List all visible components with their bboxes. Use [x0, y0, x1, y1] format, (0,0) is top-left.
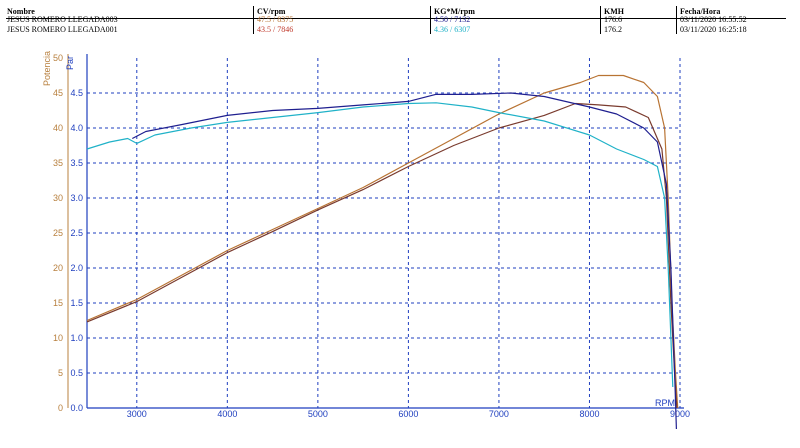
- torque-curve-llegada003: [132, 92, 677, 430]
- power-tick-label: 50: [53, 53, 63, 63]
- axis-labels: Potencia Par RPM: [42, 51, 675, 408]
- run-2-name: JESUS ROMERO LLEGADA001: [7, 25, 118, 34]
- x-tick-label: 9000: [670, 409, 690, 419]
- torque-tick-label: 0.5: [70, 368, 83, 378]
- tick-labels: 3000 4000 5000 6000 7000 8000 9000 0 5 10 15 20 25 30…: [53, 53, 690, 419]
- column-divider: [600, 6, 601, 34]
- run-2-kmh: 176.2: [604, 25, 622, 34]
- run-1-cv: 47.5 / 8375: [257, 15, 294, 24]
- x-tick-label: 8000: [579, 409, 599, 419]
- torque-tick-label: 3.0: [70, 193, 83, 203]
- power-tick-label: 40: [53, 123, 63, 133]
- run-2-cv: 43.5 / 7846: [257, 25, 294, 34]
- power-tick-label: 30: [53, 193, 63, 203]
- power-axis-label: Potencia: [42, 51, 52, 86]
- run-1-kgm: 4.50 / 7132: [434, 15, 471, 24]
- torque-tick-label: 1.0: [70, 333, 83, 343]
- col-cv-header: CV/rpm: [257, 7, 286, 16]
- x-tick-label: 5000: [308, 409, 328, 419]
- column-divider: [430, 6, 431, 34]
- torque-tick-label: 0.0: [70, 403, 83, 413]
- power-curve-llegada003: [86, 74, 679, 409]
- power-tick-label: 45: [53, 88, 63, 98]
- torque-tick-label: 2.0: [70, 263, 83, 273]
- run-1-name: JESUS ROMERO LLEGADA003: [7, 15, 118, 24]
- power-curve-llegada001: [86, 102, 678, 409]
- torque-tick-label: 1.5: [70, 298, 83, 308]
- power-tick-label: 20: [53, 263, 63, 273]
- axes: [67, 54, 684, 409]
- run-summary-table: Nombre CV/rpm KG*M/rpm KMH Fecha/Hora JE…: [0, 0, 800, 40]
- col-name-header: Nombre: [7, 7, 35, 16]
- x-tick-label: 7000: [489, 409, 509, 419]
- run-2-kgm: 4.36 / 6307: [434, 25, 471, 34]
- power-tick-label: 35: [53, 158, 63, 168]
- run-1-kmh: 176.6: [604, 15, 622, 24]
- header-divider: [6, 18, 786, 19]
- power-tick-label: 0: [58, 403, 63, 413]
- power-tick-label: 25: [53, 228, 63, 238]
- grid: [87, 58, 681, 408]
- x-axis-label: RPM: [655, 398, 675, 408]
- power-tick-label: 15: [53, 298, 63, 308]
- power-tick-label: 5: [58, 368, 63, 378]
- curves: [86, 74, 679, 430]
- torque-tick-label: 3.5: [70, 158, 83, 168]
- x-tick-label: 3000: [127, 409, 147, 419]
- column-divider: [253, 6, 254, 34]
- torque-axis-label: Par: [65, 56, 75, 70]
- torque-curve-llegada001: [86, 102, 674, 388]
- x-tick-label: 4000: [217, 409, 237, 419]
- power-tick-label: 10: [53, 333, 63, 343]
- torque-tick-label: 2.5: [70, 228, 83, 238]
- torque-tick-label: 4.5: [70, 88, 83, 98]
- col-kgm-header: KG*M/rpm: [434, 7, 475, 16]
- col-kmh-header: KMH: [604, 7, 624, 16]
- col-fecha-header: Fecha/Hora: [680, 7, 721, 16]
- run-1-fecha: 03/11/2020 16:55:52: [680, 15, 747, 24]
- torque-tick-label: 4.0: [70, 123, 83, 133]
- run-2-fecha: 03/11/2020 16:25:18: [680, 25, 747, 34]
- x-tick-label: 6000: [398, 409, 418, 419]
- column-divider: [676, 6, 677, 34]
